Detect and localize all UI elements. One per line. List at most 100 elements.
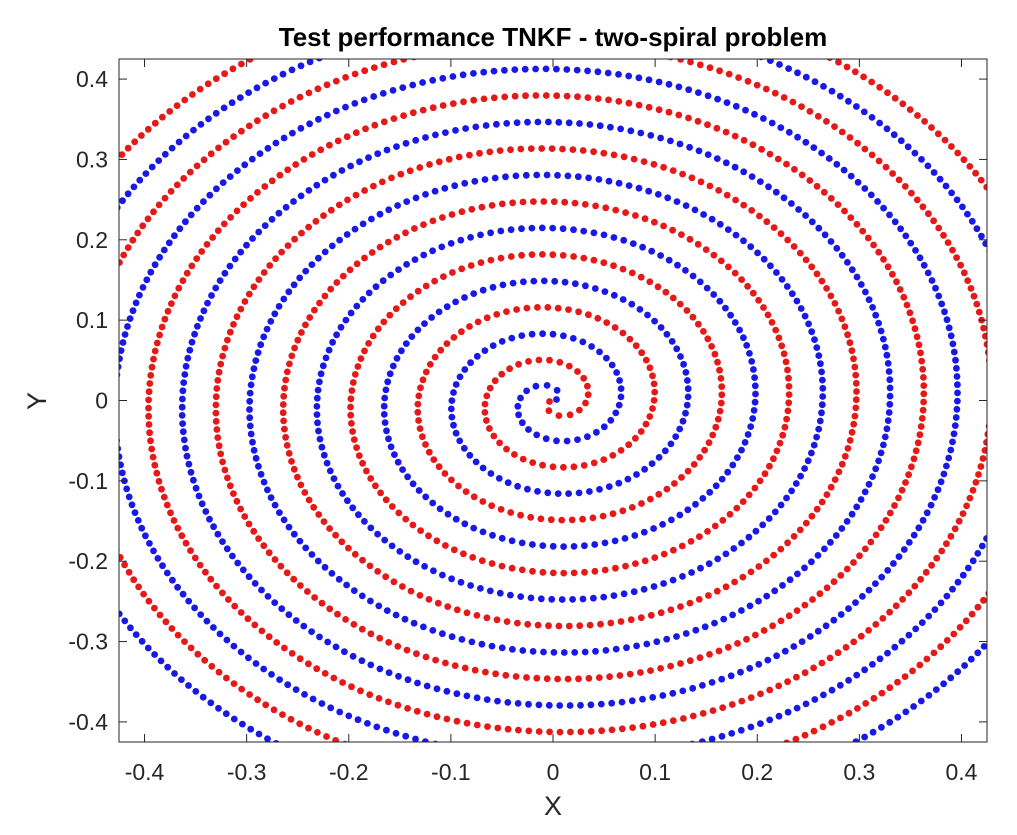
blue-spiral-point [563,437,571,445]
blue-spiral-point [746,664,754,672]
red-spiral-point [265,633,273,641]
red-spiral-point [686,235,694,243]
red-spiral-point [846,134,854,141]
red-spiral-point [574,93,581,101]
red-spiral-point [798,171,806,179]
red-spiral-point [327,285,335,293]
blue-spiral-point [553,386,561,394]
red-spiral-point [917,575,924,583]
red-spiral-point [810,727,818,735]
blue-spiral-point [802,212,809,219]
red-spiral-point [296,720,304,728]
red-spiral-point [361,67,369,75]
red-spiral-point [602,204,610,212]
blue-spiral-point [191,330,199,338]
red-spiral-point [813,505,821,513]
red-spiral-point [646,413,654,420]
red-spiral-point [714,415,722,423]
red-spiral-point [511,451,518,458]
blue-spiral-point [637,129,645,137]
red-spiral-point [339,679,346,686]
red-spiral-point [785,374,792,382]
red-spiral-point [689,313,697,321]
red-spiral-point [837,572,845,579]
blue-spiral-point [226,173,234,181]
red-spiral-point [397,170,405,178]
blue-spiral-point [808,218,816,226]
blue-spiral-point [845,97,852,105]
blue-spiral-point [360,96,368,104]
red-spiral-point [916,661,924,669]
red-spiral-point [975,471,982,478]
blue-spiral-point [940,680,947,688]
red-spiral-point [347,411,355,419]
red-spiral-point [665,108,673,116]
red-spiral-point [370,182,377,190]
red-spiral-point [675,111,683,119]
red-spiral-point [960,269,968,277]
red-spiral-point [580,374,588,382]
red-spiral-point [743,635,750,643]
red-spiral-point [647,667,654,674]
blue-spiral-point [919,516,927,524]
blue-spiral-point [701,623,709,631]
blue-spiral-point [345,712,353,720]
blue-spiral-point [611,537,619,545]
blue-spiral-point [853,273,861,281]
blue-spiral-point [964,210,971,218]
red-spiral-point [899,596,906,603]
red-spiral-point [291,235,298,243]
red-spiral-point [641,215,649,223]
red-spiral-point [493,616,501,624]
blue-spiral-point [718,675,726,683]
red-spiral-point [380,118,388,126]
blue-spiral-point [319,362,327,370]
blue-spiral-point [600,423,608,431]
blue-spiral-point [419,79,426,86]
red-spiral-point [168,300,175,307]
blue-spiral-point [673,198,681,206]
red-spiral-point [530,198,537,206]
blue-spiral-point [668,516,675,524]
red-spiral-point [777,230,785,238]
red-spiral-point [916,431,924,439]
blue-spiral-point [755,597,762,605]
blue-spiral-point [732,102,740,110]
red-spiral-point [862,700,870,707]
blue-spiral-point [154,555,162,562]
blue-spiral-point [388,542,396,550]
red-spiral-point [785,399,793,407]
blue-spiral-point [447,240,455,247]
red-spiral-point [376,243,384,251]
blue-spiral-point [910,531,918,539]
blue-spiral-point [948,189,955,197]
blue-spiral-point [950,348,958,356]
red-spiral-point [549,251,557,259]
blue-spiral-point [612,645,620,653]
red-spiral-point [564,675,572,683]
blue-spiral-point [258,586,265,594]
red-spiral-point [332,737,339,742]
red-spiral-point [948,143,955,150]
red-spiral-point [244,615,252,623]
blue-spiral-point [477,231,484,239]
red-spiral-point [676,300,684,308]
red-spiral-point [254,189,261,196]
red-spiral-point [534,621,542,629]
red-spiral-point [793,673,800,681]
red-spiral-point [777,617,785,625]
red-spiral-point [149,453,157,461]
blue-spiral-point [801,312,809,320]
red-spiral-point [669,294,677,302]
red-spiral-point [704,528,711,535]
blue-spiral-point [588,343,595,350]
red-spiral-point [864,234,872,242]
red-spiral-point [305,660,312,668]
red-spiral-point [501,93,509,101]
red-spiral-point [851,68,859,76]
red-spiral-point [151,461,159,469]
blue-spiral-point [924,162,932,170]
red-spiral-point [273,639,281,646]
red-spiral-point [694,117,702,125]
red-spiral-point [468,205,476,213]
